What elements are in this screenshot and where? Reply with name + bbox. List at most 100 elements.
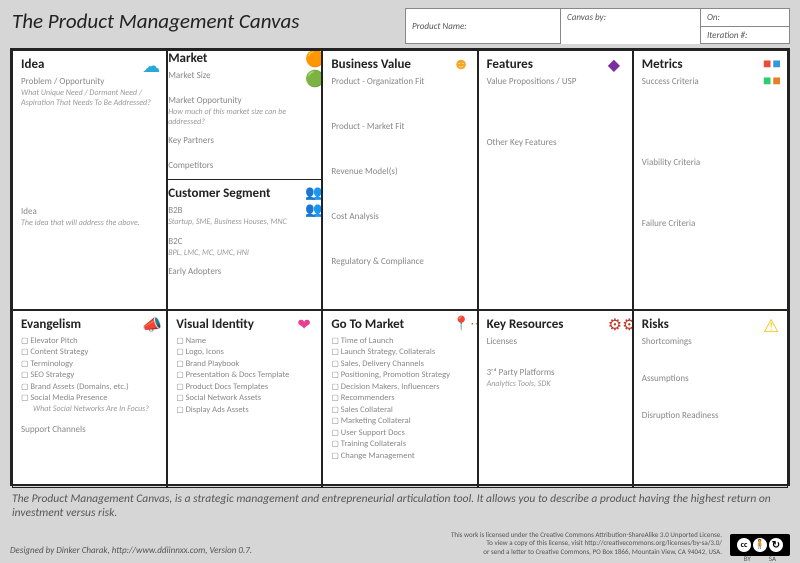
- vi-item: Logo, Icons: [176, 347, 313, 358]
- idea-heading: Idea: [21, 57, 158, 72]
- meta-canvas-by-blank[interactable]: [560, 26, 700, 44]
- cc-by-label: BY: [744, 554, 751, 563]
- ev-social-sub: What Social Networks Are In Focus?: [33, 405, 158, 415]
- features-vp: Value Propositions / USP: [487, 76, 624, 87]
- idea-label: Idea: [21, 206, 158, 217]
- evangelism-list: Elevator Pitch Content Strategy Terminol…: [21, 336, 158, 405]
- meta-canvas-by[interactable]: Canvas by:: [560, 8, 700, 26]
- cell-segment: 👥👥 Customer Segment B2B Startup, SME, Bu…: [167, 180, 322, 303]
- smile-icon: ☻: [453, 55, 471, 73]
- cell-risks: ⚠ Risks Shortcomings Assumptions Disrupt…: [633, 310, 788, 488]
- gtm-item: User Support Docs: [331, 428, 468, 439]
- value-item-4: Regulatory & Compliance: [331, 256, 468, 267]
- visual-heading: Visual Identity: [176, 317, 313, 332]
- risk-short: Shortcomings: [642, 336, 779, 347]
- cell-metrics: ■■■■ Metrics Success Criteria Viability …: [633, 50, 788, 310]
- resources-licenses: Licenses: [487, 336, 624, 347]
- idea-problem-label: Problem / Opportunity: [21, 76, 158, 87]
- market-dots-icon: 🟠🟢: [305, 50, 322, 67]
- license-line: or send a letter to Creative Commons, PO…: [451, 548, 722, 556]
- idea-problem-sub: What Unique Need / Dormant Need / Aspira…: [21, 89, 158, 108]
- cell-features: ◆ Features Value Propositions / USP Othe…: [478, 50, 633, 310]
- footer-row: Designed by Dinker Charak, http://www.dd…: [10, 531, 790, 556]
- ev-item: Content Strategy: [21, 347, 158, 358]
- canvas-title: The Product Management Canvas: [10, 8, 405, 34]
- meta-iteration[interactable]: Iteration #:: [700, 26, 790, 44]
- vi-item: Name: [176, 336, 313, 347]
- metrics-failure: Failure Criteria: [642, 218, 779, 229]
- cell-value: ☻ Business Value Product - Organization …: [322, 50, 477, 310]
- value-item-2: Revenue Model(s): [331, 166, 468, 177]
- ev-item: Brand Assets (Domains, etc.): [21, 382, 158, 393]
- vi-item: Display Ads Assets: [176, 405, 313, 416]
- gtm-item: Sales, Delivery Channels: [331, 359, 468, 370]
- people-icon: 👥👥: [305, 184, 322, 202]
- evangelism-heading: Evangelism: [21, 317, 158, 332]
- cell-evangelism: 📣 Evangelism Elevator Pitch Content Stra…: [12, 310, 167, 488]
- value-item-1: Product - Market Fit: [331, 121, 468, 132]
- gtm-item: Marketing Collateral: [331, 416, 468, 427]
- metrics-viability: Viability Criteria: [642, 157, 779, 168]
- meta-on[interactable]: On:: [700, 8, 790, 26]
- cell-market-segment: 🟠🟢 Market Market Size Market Opportunity…: [167, 50, 322, 310]
- segment-b2b-sub: Startup, SME, Business Houses, MNC: [168, 218, 321, 228]
- segment-b2c-sub: BPL, LMC, MC, UMC, HNI: [168, 249, 321, 259]
- canvas-grid: ☁ Idea Problem / Opportunity What Unique…: [10, 48, 790, 486]
- cell-resources: ⚙⚙ Key Resources Licenses 3ʳᵈ Party Plat…: [478, 310, 633, 488]
- thought-cloud-icon: ☁: [142, 55, 160, 73]
- designed-by: Designed by Dinker Charak, http://www.dd…: [10, 545, 451, 556]
- risks-heading: Risks: [642, 317, 779, 332]
- meta-product-name[interactable]: Product Name:: [405, 8, 560, 44]
- idea-sub: The idea that will address the above.: [21, 219, 158, 229]
- market-size: Market Size: [168, 70, 321, 81]
- ev-item: Elevator Pitch: [21, 336, 158, 347]
- cc-badge: cc 🧍 ↻: [730, 534, 790, 556]
- value-item-3: Cost Analysis: [331, 211, 468, 222]
- ev-item: SEO Strategy: [21, 370, 158, 381]
- ev-item: Terminology: [21, 359, 158, 370]
- gtm-item: Training Collaterals: [331, 439, 468, 450]
- cc-sa-label: SA: [769, 554, 776, 563]
- header-row: The Product Management Canvas Product Na…: [10, 8, 790, 44]
- cube-icon: ◆: [608, 55, 626, 73]
- risk-disrupt: Disruption Readiness: [642, 410, 779, 421]
- gtm-item: Positioning, Promotion Strategy: [331, 370, 468, 381]
- resources-third-sub: Analytics Tools, SDK: [487, 380, 624, 390]
- cc-by-icon: 🧍: [753, 538, 767, 552]
- gtm-item: Launch Strategy, Collaterals: [331, 347, 468, 358]
- features-heading: Features: [487, 57, 624, 72]
- resources-heading: Key Resources: [487, 317, 624, 332]
- license-text: This work is licensed under the Creative…: [451, 531, 722, 556]
- segment-early: Early Adopters: [168, 266, 321, 277]
- resources-third: 3ʳᵈ Party Platforms: [487, 367, 624, 378]
- vi-item: Presentation & Docs Template: [176, 370, 313, 381]
- cc-sa-icon: ↻: [769, 538, 783, 552]
- cell-visual: ❤ Visual Identity Name Logo, Icons Brand…: [167, 310, 322, 488]
- gtm-item: Time of Launch: [331, 336, 468, 347]
- heart-icon: ❤: [297, 315, 315, 333]
- gtm-item: Recommenders: [331, 393, 468, 404]
- market-opportunity-sub: How much of this market size can be addr…: [168, 108, 321, 127]
- market-heading: Market: [168, 51, 321, 66]
- visual-list: Name Logo, Icons Brand Playbook Presenta…: [176, 336, 313, 416]
- pin-route-icon: 📍⋯: [453, 315, 471, 333]
- gtm-item: Sales Collateral: [331, 405, 468, 416]
- gtm-item: Change Management: [331, 451, 468, 462]
- value-heading: Business Value: [331, 57, 468, 72]
- warning-icon: ⚠: [763, 315, 781, 333]
- risk-assume: Assumptions: [642, 373, 779, 384]
- megaphone-icon: 📣: [142, 315, 160, 333]
- vi-item: Brand Playbook: [176, 359, 313, 370]
- cell-gtm: 📍⋯ Go To Market Time of Launch Launch St…: [322, 310, 477, 488]
- cell-market: 🟠🟢 Market Market Size Market Opportunity…: [167, 50, 322, 180]
- gtm-item: Decision Makers, Influencers: [331, 382, 468, 393]
- grid-icon: ■■■■: [763, 55, 781, 73]
- cc-cc-icon: cc: [737, 538, 751, 552]
- value-item-0: Product - Organization Fit: [331, 76, 468, 87]
- meta-boxes: Product Name: Canvas by: On: Iteration #…: [405, 8, 790, 44]
- metrics-heading: Metrics: [642, 57, 779, 72]
- vi-item: Social Network Assets: [176, 393, 313, 404]
- gears-icon: ⚙⚙: [608, 315, 626, 333]
- market-partners: Key Partners: [168, 135, 321, 146]
- features-other: Other Key Features: [487, 137, 624, 148]
